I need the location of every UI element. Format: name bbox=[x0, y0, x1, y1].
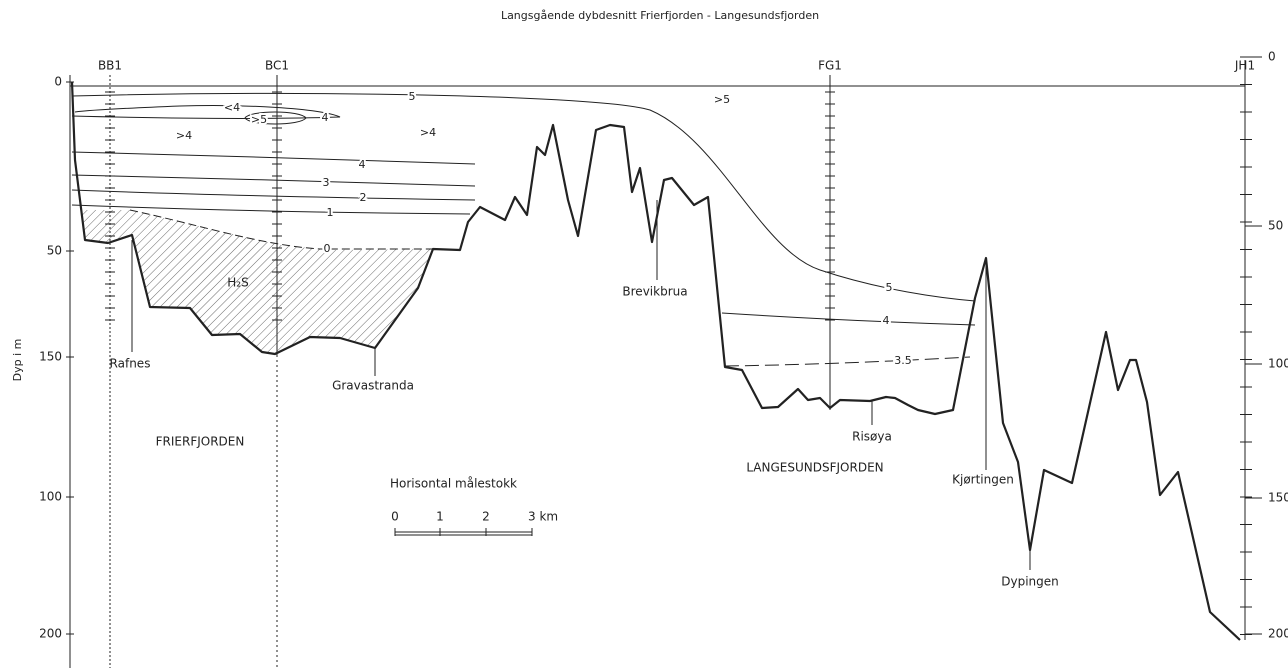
contour-1 bbox=[71, 204, 471, 215]
right-tick-label: 100 bbox=[1268, 357, 1288, 371]
right-tick-label: 150 bbox=[1268, 491, 1288, 505]
contour-label: 5 bbox=[409, 90, 416, 103]
scale-tick-label: 2 bbox=[482, 510, 490, 524]
contour-4 bbox=[71, 104, 341, 120]
left-tick-label: 50 bbox=[47, 244, 62, 258]
place-label: Dypingen bbox=[1001, 575, 1059, 589]
contour-label: 2 bbox=[360, 191, 367, 204]
scale-tick-label: 3 km bbox=[528, 510, 558, 524]
contour-label: >4 bbox=[176, 129, 192, 142]
contour-5 bbox=[71, 93, 976, 302]
title: Langsgående dybdesnitt Frierfjorden - La… bbox=[501, 9, 819, 22]
left-tick-label: 150 bbox=[39, 350, 62, 364]
right-tick-label: 50 bbox=[1268, 219, 1283, 233]
contour-3 bbox=[71, 174, 476, 187]
region-label: LANGESUNDSFJORDEN bbox=[746, 461, 883, 475]
station-label: FG1 bbox=[818, 59, 842, 73]
contour-label: 5 bbox=[886, 281, 893, 294]
scale-tick-label: 0 bbox=[391, 510, 399, 524]
left-tick-label: 0 bbox=[54, 75, 62, 89]
contour-label: 4 bbox=[322, 111, 329, 124]
right-tick-label: 0 bbox=[1268, 50, 1276, 64]
left-tick-label: 200 bbox=[39, 627, 62, 641]
contour-label: 4 bbox=[359, 158, 366, 171]
right-tick-label: 200 bbox=[1268, 627, 1288, 641]
seabed-profile bbox=[70, 81, 1241, 641]
contour-4 bbox=[71, 151, 476, 165]
place-label: Brevikbrua bbox=[622, 285, 687, 299]
contour-3-5 bbox=[724, 356, 971, 367]
place-label: Kjørtingen bbox=[952, 473, 1014, 487]
region-label: FRIERFJORDEN bbox=[156, 435, 245, 449]
scale-bar bbox=[394, 528, 533, 536]
contour-label: 0 bbox=[324, 242, 331, 255]
scale-tick-label: 1 bbox=[436, 510, 444, 524]
contour-label: >5 bbox=[714, 93, 730, 106]
contour-label: >4 bbox=[420, 126, 436, 139]
station-label: BB1 bbox=[98, 59, 122, 73]
contour-2 bbox=[71, 189, 476, 201]
place-label: Gravastranda bbox=[332, 379, 414, 393]
axis-label: Dyp i m bbox=[11, 339, 24, 382]
left-tick-label: 100 bbox=[39, 490, 62, 504]
contour-label: <4 bbox=[224, 101, 240, 114]
place-label: Risøya bbox=[852, 430, 892, 444]
contour-label: >5 bbox=[251, 113, 267, 126]
contour-label: 1 bbox=[327, 206, 334, 219]
contour-label: 3 bbox=[323, 176, 330, 189]
place-label: Rafnes bbox=[110, 357, 151, 371]
station-label: BC1 bbox=[265, 59, 289, 73]
contour-0 bbox=[129, 209, 433, 250]
contour-label: 4 bbox=[883, 314, 890, 327]
contour-4 bbox=[721, 312, 976, 326]
contour-label: 3.5 bbox=[894, 354, 912, 367]
station-label: JH1 bbox=[1234, 59, 1255, 73]
contour-5-pocket bbox=[244, 111, 307, 125]
zone-label: H₂S bbox=[227, 276, 248, 290]
scale-title: Horisontal målestokk bbox=[390, 477, 517, 491]
h2s-zone bbox=[80, 210, 433, 354]
